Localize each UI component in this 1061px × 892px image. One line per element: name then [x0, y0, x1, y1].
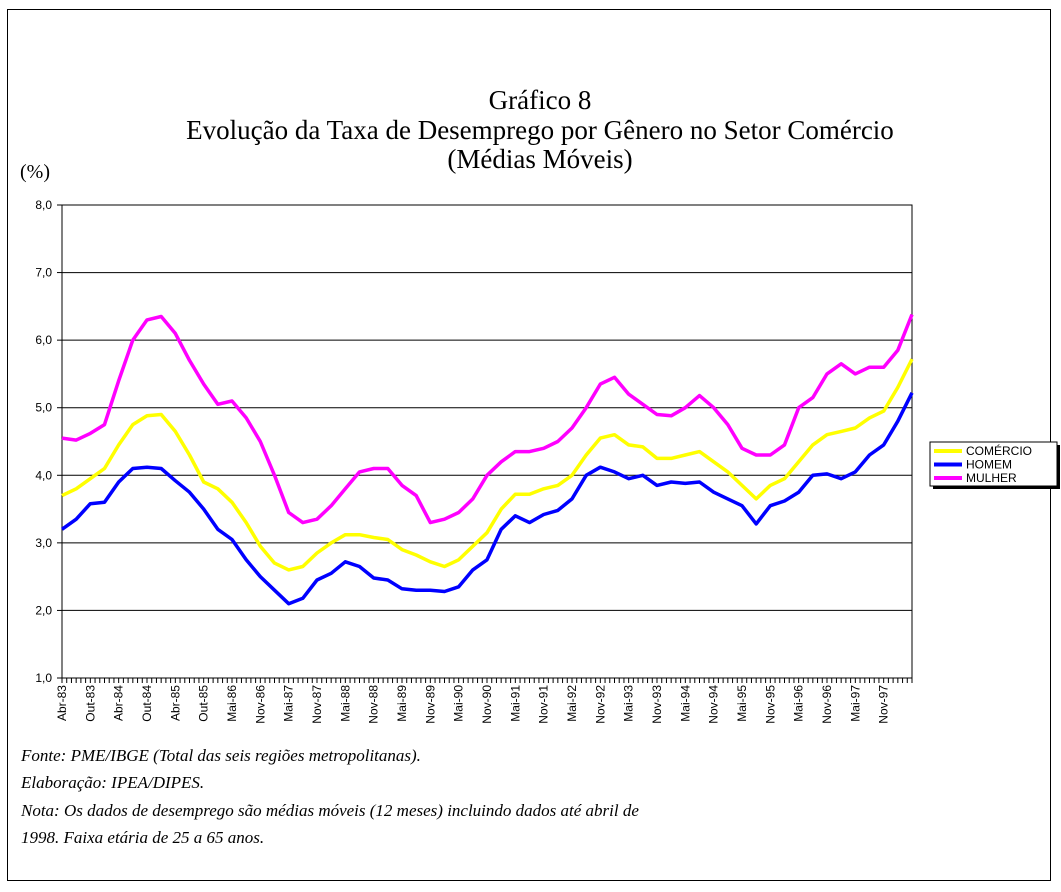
x-tick-label: Mai-90 — [452, 685, 466, 722]
chart-subtitle: (Médias Móveis) — [447, 144, 632, 174]
x-tick-label: Abr-84 — [112, 685, 126, 721]
note: Nota: Os dados de desemprego são médias … — [20, 801, 639, 820]
y-tick-label: 8,0 — [35, 198, 52, 212]
x-tick-label: Abr-83 — [55, 685, 69, 721]
x-tick-label: Mai-96 — [792, 685, 806, 722]
x-tick-label: Nov-95 — [763, 685, 777, 724]
y-tick-label: 3,0 — [35, 536, 52, 550]
x-tick-label: Nov-90 — [480, 685, 494, 724]
y-tick-label: 5,0 — [35, 401, 52, 415]
x-tick-label: Nov-91 — [537, 685, 551, 724]
y-tick-label: 2,0 — [35, 603, 52, 617]
x-tick-label: Nov-94 — [707, 685, 721, 724]
note: 1998. Faixa etária de 25 a 65 anos. — [21, 828, 264, 847]
x-tick-label: Out-85 — [197, 685, 211, 722]
x-tick-label: Mai-93 — [622, 685, 636, 722]
x-tick-label: Mai-87 — [282, 685, 296, 722]
x-tick-label: Mai-88 — [338, 685, 352, 722]
legend-label: HOMEM — [966, 458, 1012, 472]
line-series — [61, 358, 914, 572]
x-tick-label: Mai-97 — [848, 685, 862, 722]
x-tick-label: Nov-89 — [423, 685, 437, 724]
x-tick-label: Mai-91 — [508, 685, 522, 722]
x-tick-label: Nov-87 — [310, 685, 324, 724]
note: Elaboração: IPEA/DIPES. — [20, 773, 204, 792]
x-tick-label: Abr-85 — [168, 685, 182, 721]
x-tick-label: Nov-93 — [650, 685, 664, 724]
y-tick-label: 4,0 — [35, 468, 52, 482]
x-tick-label: Mai-89 — [395, 685, 409, 722]
x-tick-label: Mai-95 — [735, 685, 749, 722]
chart-title: Gráfico 8 — [489, 85, 592, 115]
legend-label: COMÉRCIO — [966, 443, 1032, 458]
x-tick-label: Nov-92 — [593, 685, 607, 724]
x-tick-label: Out-84 — [140, 685, 154, 722]
x-tick-label: Mai-94 — [678, 685, 692, 722]
x-tick-label: Out-83 — [83, 685, 97, 722]
note: Fonte: PME/IBGE (Total das seis regiões … — [20, 746, 421, 765]
y-tick-label: 7,0 — [35, 266, 52, 280]
x-tick-label: Nov-88 — [367, 685, 381, 724]
y-tick-label: 6,0 — [35, 333, 52, 347]
plot-area: 1,0 2,0 3,0 4,0 5,0 6,0 7,0 8,0 Abr-83 Out-83 Abr-… — [35, 198, 914, 724]
x-tick-label: Mai-92 — [565, 685, 579, 722]
frame — [7, 9, 1051, 881]
x-tick-label: Nov-96 — [820, 685, 834, 724]
x-tick-label: Mai-86 — [225, 685, 239, 722]
y-axis-label: (%) — [20, 161, 50, 183]
line-series — [61, 313, 914, 525]
legend-label: MULHER — [966, 471, 1017, 485]
x-tick-label: Nov-97 — [877, 685, 891, 724]
y-tick-label: 1,0 — [35, 671, 52, 685]
x-tick-label: Nov-86 — [253, 685, 267, 724]
line-series — [60, 392, 914, 606]
chart-subtitle: Evolução da Taxa de Desemprego por Gêner… — [186, 115, 894, 145]
